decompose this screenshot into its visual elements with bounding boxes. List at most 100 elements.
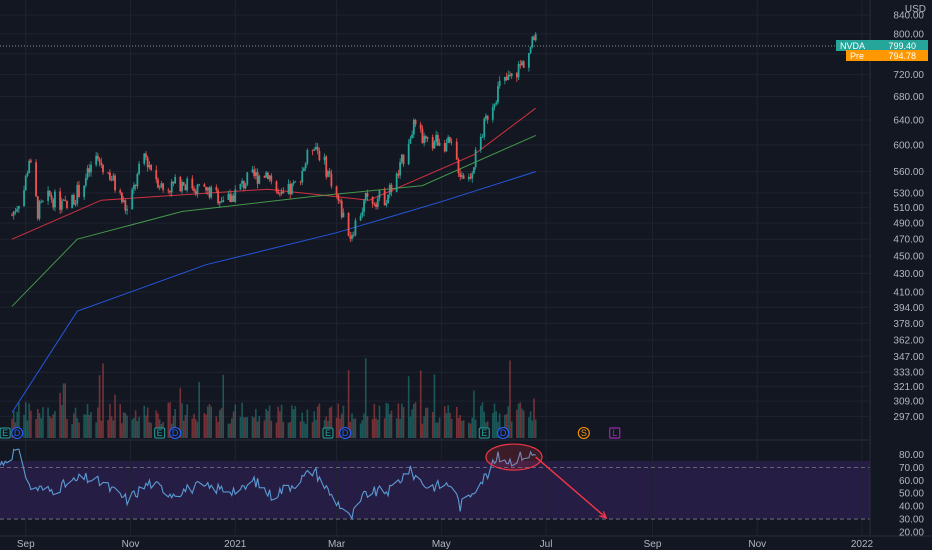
candle-body xyxy=(534,34,537,41)
candle-body xyxy=(378,190,381,199)
dividend-icon[interactable] xyxy=(169,426,182,440)
volume-bar xyxy=(366,416,369,438)
event-marker[interactable]: S xyxy=(577,426,590,440)
candle-body xyxy=(340,200,343,218)
volume-bar xyxy=(121,423,123,438)
candle-body xyxy=(352,234,355,236)
dividend-icon[interactable] xyxy=(339,426,352,440)
candle-body xyxy=(239,183,242,190)
volume-bar xyxy=(59,392,61,438)
candle-body xyxy=(450,141,453,143)
split-icon[interactable] xyxy=(577,426,590,440)
time-tick-label: Mar xyxy=(328,539,346,550)
candle-body xyxy=(522,61,525,68)
candle-body xyxy=(510,73,513,77)
candle-body xyxy=(84,177,87,186)
volume-bar xyxy=(131,419,134,438)
candle-body xyxy=(349,236,352,239)
split-icon[interactable] xyxy=(609,427,621,439)
price-tick-label: 530.00 xyxy=(893,188,924,199)
volume-bar xyxy=(265,408,267,438)
price-axis-bg[interactable] xyxy=(870,0,932,535)
volume-bar xyxy=(437,422,439,438)
candle-body xyxy=(292,182,295,184)
candle-body xyxy=(529,47,532,54)
volume-bar xyxy=(244,417,247,438)
candle-body xyxy=(42,200,44,202)
candle-body xyxy=(517,64,520,78)
event-marker[interactable]: D xyxy=(169,426,182,440)
candle-body xyxy=(287,183,290,194)
price-tick-label: 309.00 xyxy=(893,397,924,408)
volume-bar xyxy=(134,410,137,438)
volume-bar xyxy=(16,411,18,438)
candle-body xyxy=(251,169,254,173)
time-tick-label: May xyxy=(432,539,451,550)
event-marker[interactable]: D xyxy=(11,426,24,440)
volume-bar xyxy=(313,411,316,438)
candle-body xyxy=(136,173,139,187)
volume-bar xyxy=(241,402,243,438)
time-tick-label: Sep xyxy=(644,539,662,550)
event-marker[interactable]: E xyxy=(154,427,166,439)
time-axis-bg[interactable] xyxy=(0,536,932,550)
price-tick-label: 640.00 xyxy=(893,116,924,127)
candle-body xyxy=(266,172,269,180)
dividend-icon[interactable] xyxy=(497,426,510,440)
event-marker[interactable]: E xyxy=(0,427,11,439)
volume-bar xyxy=(18,402,20,438)
candle-body xyxy=(366,193,369,197)
candle-body xyxy=(124,200,127,211)
volume-bar xyxy=(522,410,525,438)
candle-body xyxy=(375,203,377,207)
time-tick-label: Nov xyxy=(748,539,766,550)
event-marker[interactable]: D xyxy=(497,426,510,440)
volume-bar xyxy=(107,419,109,438)
earnings-icon[interactable] xyxy=(478,427,490,439)
volume-bar xyxy=(97,407,99,438)
volume-bar xyxy=(61,404,63,438)
candle-body xyxy=(435,134,438,142)
volume-bar xyxy=(50,418,53,438)
rsi-tick-label: 50.00 xyxy=(899,489,924,500)
volume-bar xyxy=(133,417,135,438)
candle-body xyxy=(455,141,458,160)
volume-bar xyxy=(387,403,389,438)
candle-body xyxy=(515,73,518,78)
candle-body xyxy=(232,195,235,202)
volume-bar xyxy=(421,423,424,438)
event-marker[interactable]: L xyxy=(609,427,621,439)
candle-body xyxy=(62,199,65,201)
price-tick-label: 347.00 xyxy=(893,352,924,363)
volume-bar xyxy=(419,370,422,438)
time-tick-label: Sep xyxy=(17,539,35,550)
volume-bar xyxy=(258,416,261,438)
rsi-tick-label: 80.00 xyxy=(899,450,924,461)
volume-bar xyxy=(73,413,75,438)
volume-bar xyxy=(181,403,183,438)
event-marker[interactable]: E xyxy=(478,427,490,439)
earnings-icon[interactable] xyxy=(154,427,166,439)
candle-body xyxy=(479,137,482,150)
event-marker[interactable]: E xyxy=(322,427,334,439)
candle-body xyxy=(102,164,104,173)
volume-bar xyxy=(505,413,508,438)
candle-body xyxy=(64,199,67,201)
candle-body xyxy=(36,196,39,219)
price-tick-label: 410.00 xyxy=(893,287,924,298)
volume-bar xyxy=(376,419,379,438)
volume-bar xyxy=(414,402,417,438)
candle-body xyxy=(131,189,134,210)
earnings-icon[interactable] xyxy=(0,427,11,439)
event-marker[interactable]: D xyxy=(339,426,352,440)
earnings-icon[interactable] xyxy=(322,427,334,439)
candle-body xyxy=(76,184,79,204)
volume-bar xyxy=(42,407,44,438)
volume-bar xyxy=(12,411,15,438)
volume-bar xyxy=(340,413,343,438)
dividend-icon[interactable] xyxy=(11,426,24,440)
candle-body xyxy=(30,160,32,163)
volume-bar xyxy=(251,416,254,438)
